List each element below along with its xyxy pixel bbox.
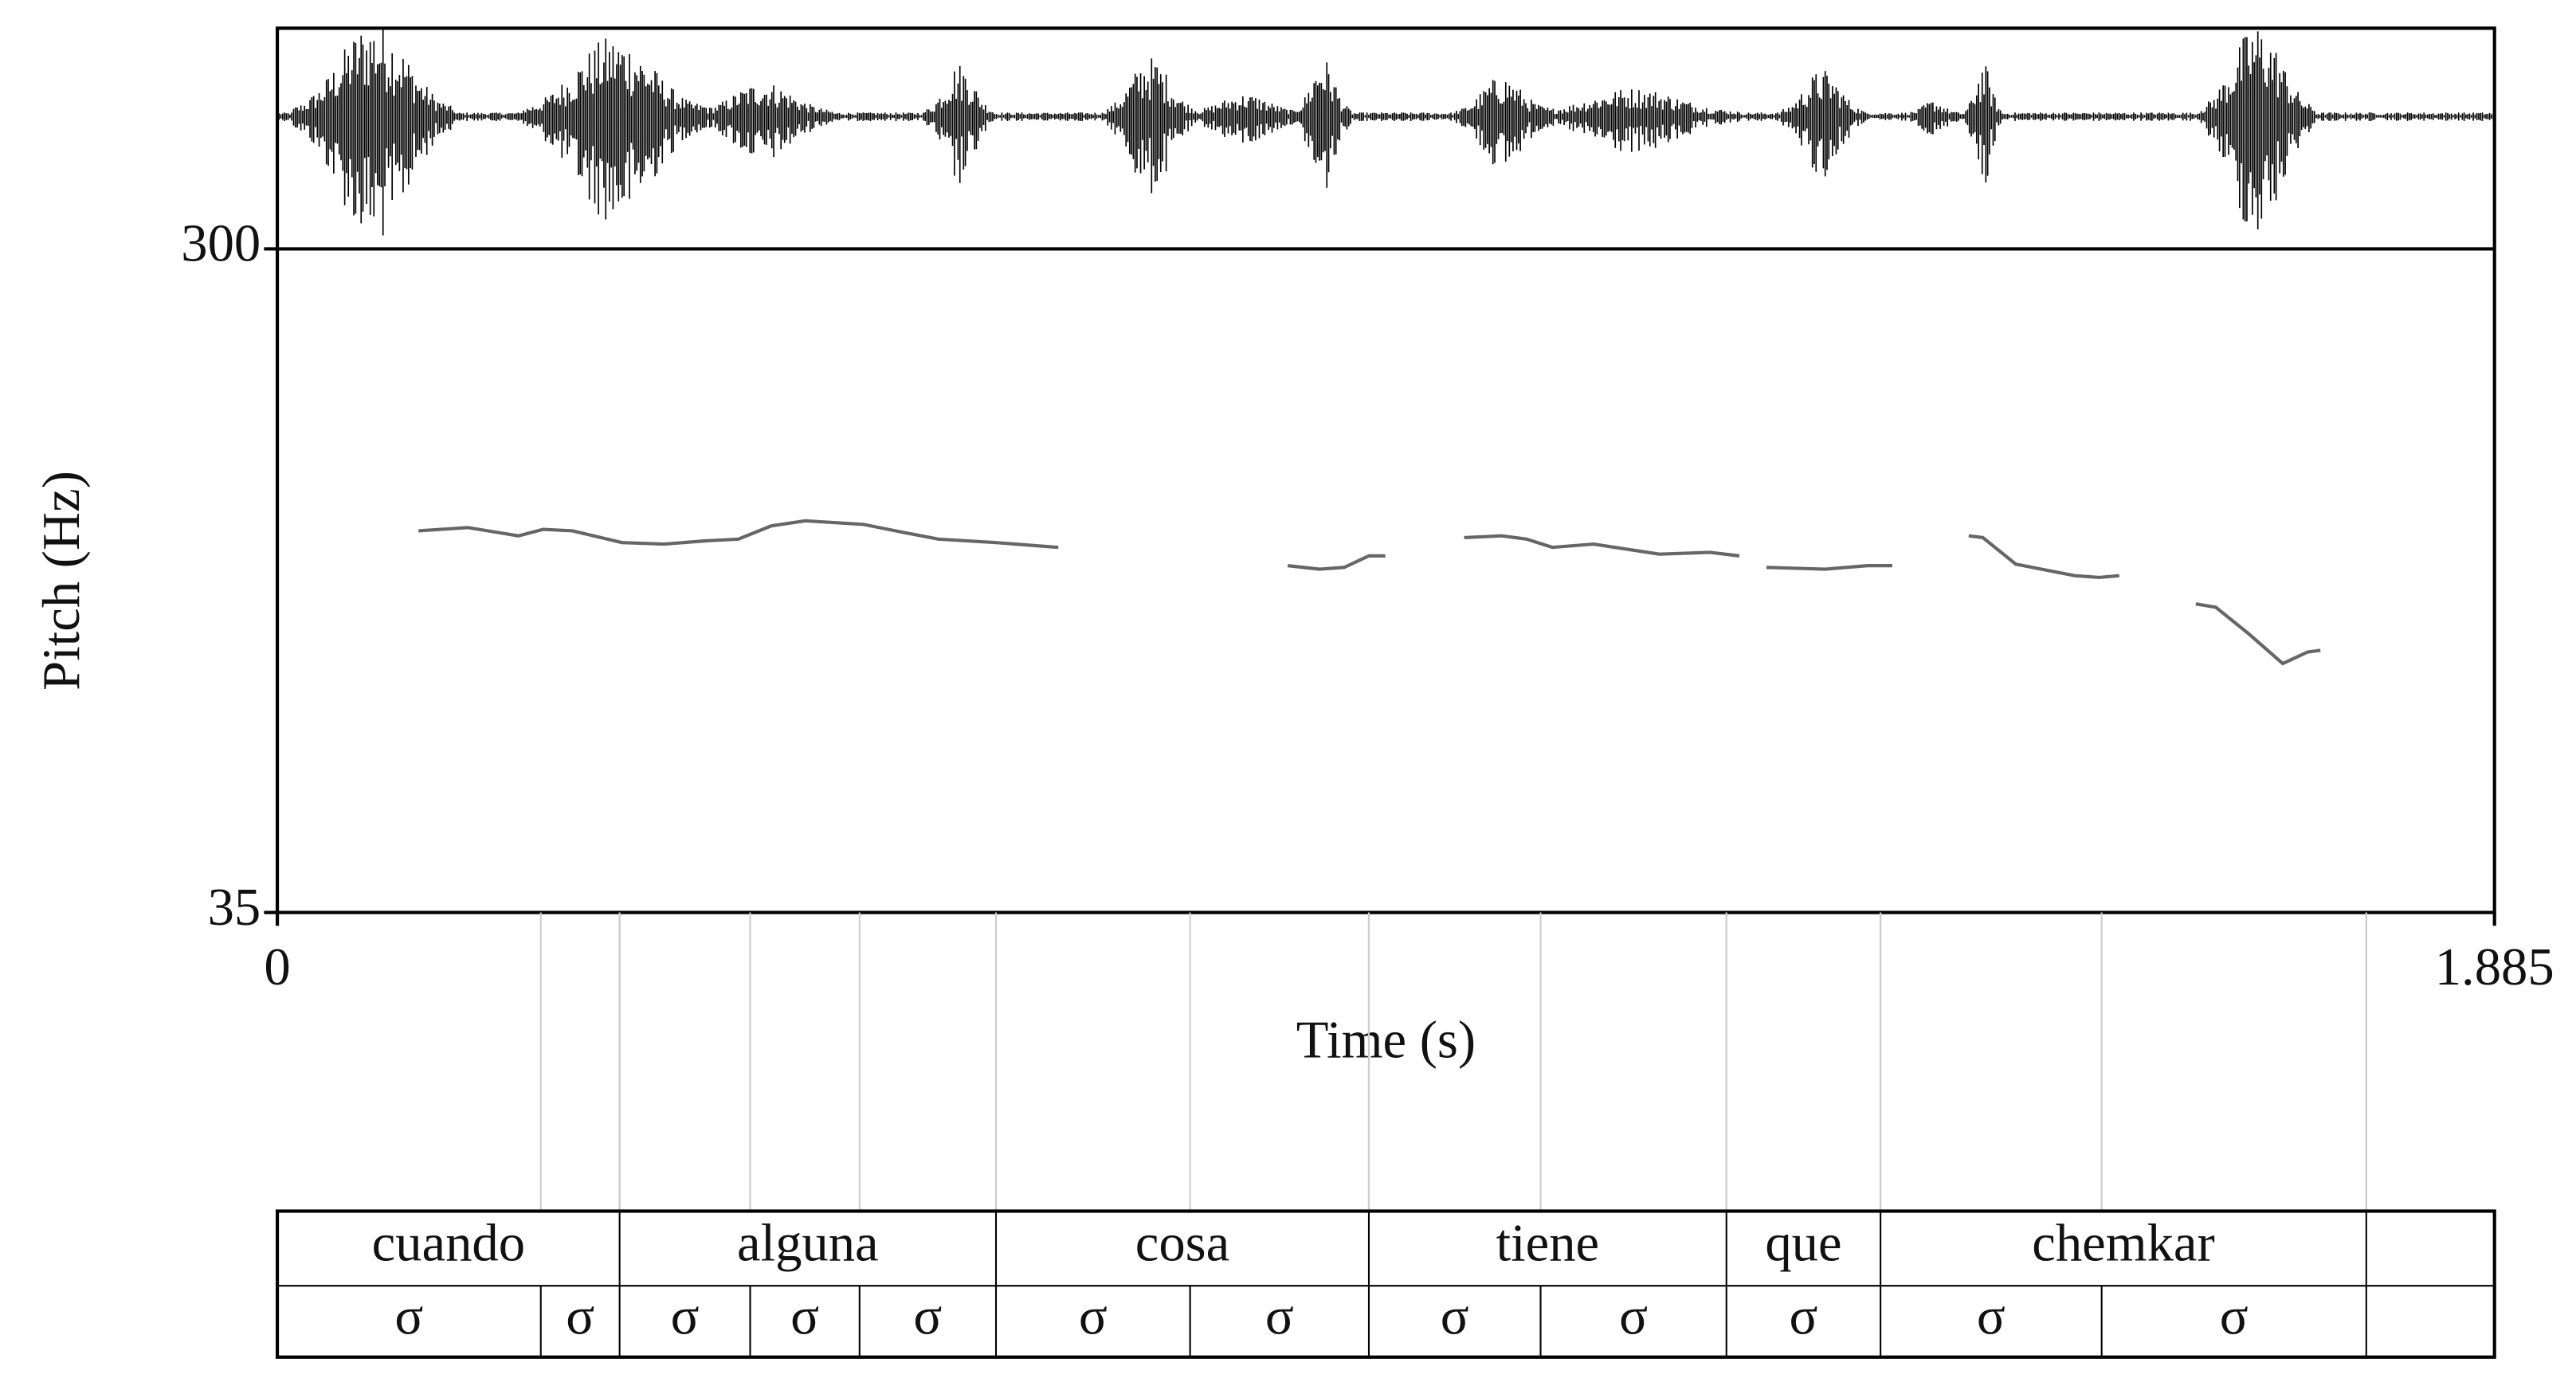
tier-label: σ <box>790 1287 819 1345</box>
y-tick-label: 35 <box>208 879 261 937</box>
pitch-contour <box>418 519 2321 666</box>
tier-label: chemkar <box>2032 1215 2214 1273</box>
tier-label: σ <box>1619 1287 1648 1345</box>
x-tick-label: 1.885 <box>2435 938 2554 996</box>
tier-label: σ <box>671 1287 700 1345</box>
tier-label: σ <box>2220 1287 2249 1345</box>
tier-label: σ <box>566 1287 594 1345</box>
tier-label: σ <box>1079 1287 1108 1345</box>
tier-label: cosa <box>1135 1215 1229 1273</box>
tier-label: que <box>1765 1215 1841 1273</box>
y-axis-label: Pitch (Hz) <box>33 471 91 691</box>
tier-label: alguna <box>737 1215 879 1273</box>
tier-frame <box>275 1209 2496 1359</box>
tier-label: σ <box>1977 1287 2006 1345</box>
plot-frame <box>275 26 2496 914</box>
tier-label: cuando <box>372 1215 525 1273</box>
x-axis-label: Time (s) <box>1296 1011 1476 1069</box>
x-tick-label: 0 <box>264 938 290 996</box>
tier-label: σ <box>1265 1287 1294 1345</box>
tier-label: tiene <box>1496 1215 1600 1273</box>
tier-label: σ <box>913 1287 942 1345</box>
y-tick-label: 300 <box>181 215 261 273</box>
tier-label: σ <box>394 1287 423 1345</box>
tier-label: σ <box>1441 1287 1469 1345</box>
tier-label: σ <box>1789 1287 1817 1345</box>
